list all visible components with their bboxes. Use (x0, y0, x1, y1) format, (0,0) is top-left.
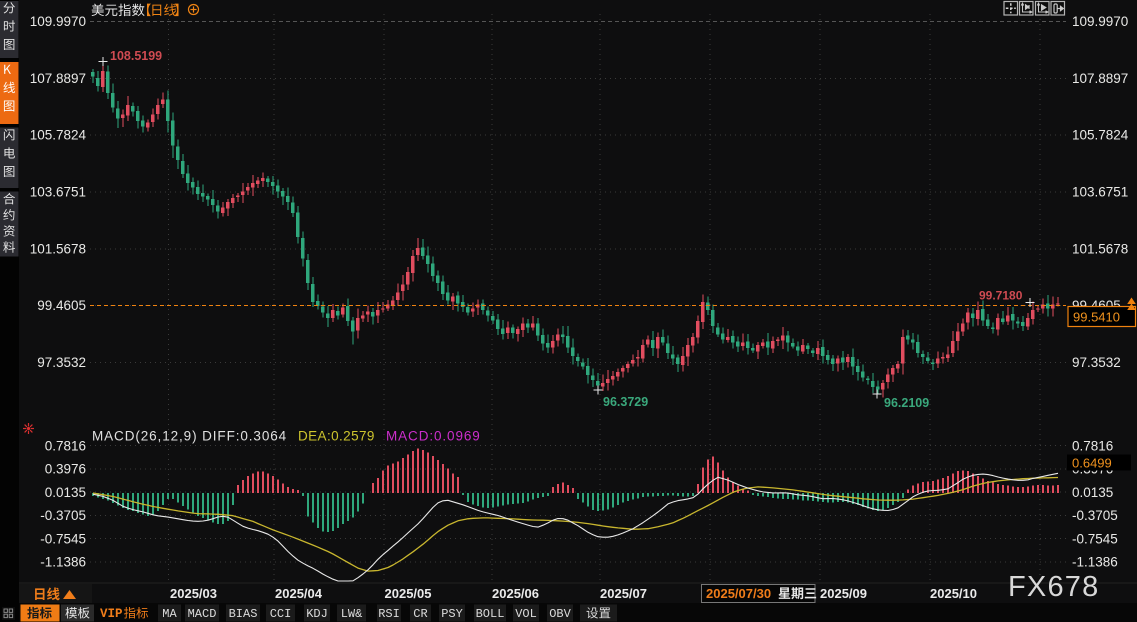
svg-text:97.3532: 97.3532 (37, 355, 86, 370)
svg-text:103.6751: 103.6751 (30, 185, 86, 200)
svg-text:-0.3705: -0.3705 (1072, 508, 1118, 523)
svg-text:99.7180: 99.7180 (979, 289, 1023, 303)
svg-text:0.7816: 0.7816 (1072, 439, 1113, 454)
svg-text:DEA:0.2579: DEA:0.2579 (298, 429, 375, 444)
svg-text:-0.7545: -0.7545 (1072, 532, 1118, 547)
svg-text:LW&: LW& (341, 607, 363, 621)
svg-text:0.0135: 0.0135 (1072, 485, 1113, 500)
svg-text:105.7824: 105.7824 (30, 128, 87, 143)
svg-text:-1.1386: -1.1386 (40, 555, 86, 570)
svg-text:2025/10: 2025/10 (930, 586, 977, 601)
svg-text:KDJ: KDJ (306, 607, 328, 621)
svg-text:108.5199: 108.5199 (110, 49, 162, 63)
svg-text:107.8897: 107.8897 (1072, 71, 1128, 86)
svg-text:101.5678: 101.5678 (1072, 241, 1128, 256)
svg-text:101.5678: 101.5678 (30, 241, 86, 256)
svg-text:PSY: PSY (441, 607, 463, 621)
svg-text:VOL: VOL (515, 607, 537, 621)
svg-text:-0.3705: -0.3705 (40, 508, 86, 523)
svg-text:2025/03: 2025/03 (170, 586, 217, 601)
svg-text:96.3729: 96.3729 (603, 395, 648, 409)
svg-text:103.6751: 103.6751 (1072, 185, 1128, 200)
svg-text:105.7824: 105.7824 (1072, 128, 1129, 143)
svg-text:2025/05: 2025/05 (385, 586, 432, 601)
svg-text:VIP: VIP (100, 607, 123, 621)
svg-text:97.3532: 97.3532 (1072, 355, 1121, 370)
svg-text:MA: MA (162, 607, 177, 621)
svg-text:0.7816: 0.7816 (45, 439, 86, 454)
svg-text:MACD:0.0969: MACD:0.0969 (386, 429, 481, 444)
svg-text:2025/07/30: 2025/07/30 (706, 586, 771, 601)
svg-text:99.4605: 99.4605 (37, 298, 86, 313)
svg-text:109.9970: 109.9970 (30, 14, 86, 29)
svg-text:96.2109: 96.2109 (884, 396, 929, 410)
svg-text:0.6499: 0.6499 (1072, 456, 1112, 471)
svg-text:0.0135: 0.0135 (45, 485, 86, 500)
svg-text:0.3976: 0.3976 (45, 462, 86, 477)
svg-text:CCI: CCI (270, 607, 292, 621)
svg-text:FX678: FX678 (1008, 571, 1099, 603)
svg-text:CR: CR (413, 607, 427, 621)
svg-text:2025/09: 2025/09 (820, 586, 867, 601)
svg-text:-0.7545: -0.7545 (40, 532, 86, 547)
svg-text:99.5410: 99.5410 (1073, 310, 1120, 325)
svg-text:RSI: RSI (378, 607, 400, 621)
svg-text:2025/06: 2025/06 (492, 586, 539, 601)
svg-text:BIAS: BIAS (229, 607, 258, 621)
svg-text:MACD(26,12,9) DIFF:0.3064: MACD(26,12,9) DIFF:0.3064 (92, 429, 287, 444)
svg-text:2025/04: 2025/04 (275, 586, 323, 601)
svg-text:-1.1386: -1.1386 (1072, 555, 1118, 570)
svg-text:MACD: MACD (188, 607, 217, 621)
svg-text:OBV: OBV (549, 607, 571, 621)
svg-text:BOLL: BOLL (476, 607, 505, 621)
svg-text:2025/07: 2025/07 (600, 586, 647, 601)
svg-text:107.8897: 107.8897 (30, 71, 86, 86)
svg-text:109.9970: 109.9970 (1072, 14, 1128, 29)
